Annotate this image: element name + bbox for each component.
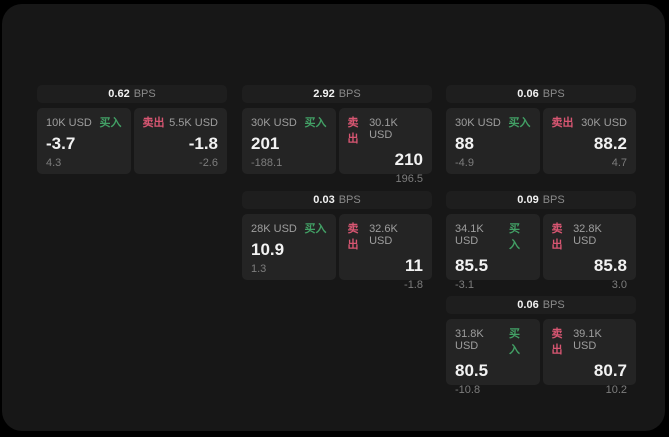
sell-sub-value: 196.5: [395, 173, 423, 185]
buy-side-label: 买入: [99, 117, 122, 129]
sell-side-label: 卖出: [142, 117, 165, 129]
sell-price: 210: [394, 150, 423, 169]
buy-side-label: 买入: [508, 223, 520, 251]
quote-panels: 10K USD 买入 -3.7 4.3 卖出 5.5K USD -1.8 -2.…: [37, 108, 227, 174]
spread-unit: BPS: [133, 88, 156, 100]
quote-card: 2.92 BPS 30K USD 买入 201 -188.1 卖出 30.1K …: [242, 85, 432, 185]
sell-side-label: 卖出: [347, 223, 359, 251]
quote-card: 0.06 BPS 31.8K USD 买入 80.5 -10.8 卖出 39.1…: [446, 296, 636, 396]
buy-tile[interactable]: 28K USD 买入 10.9 1.3: [242, 214, 336, 280]
spread-header: 0.62 BPS: [37, 85, 227, 103]
spread-header: 0.06 BPS: [446, 85, 636, 103]
sell-side-label: 卖出: [347, 117, 359, 145]
buy-notional: 10K USD: [46, 117, 92, 129]
spread-value: 0.03: [313, 194, 335, 206]
quote-card: 0.09 BPS 34.1K USD 买入 85.5 -3.1 卖出 32.8K…: [446, 191, 636, 291]
quote-panels: 31.8K USD 买入 80.5 -10.8 卖出 39.1K USD 80.…: [446, 319, 636, 396]
buy-price: 85.5: [455, 256, 489, 275]
buy-sub-value: -10.8: [455, 384, 481, 396]
quote-card: 0.62 BPS 10K USD 买入 -3.7 4.3 卖出 5.5K USD…: [37, 85, 227, 174]
quote-card: 0.06 BPS 30K USD 买入 88 -4.9 卖出 30K USD 8…: [446, 85, 636, 174]
buy-price: -3.7: [46, 134, 76, 153]
spread-value: 2.92: [313, 88, 335, 100]
buy-price: 10.9: [251, 240, 285, 259]
quote-card: 0.03 BPS 28K USD 买入 10.9 1.3 卖出 32.6K US…: [242, 191, 432, 291]
sell-notional: 32.6K USD: [369, 223, 398, 247]
buy-tile[interactable]: 30K USD 买入 88 -4.9: [446, 108, 540, 174]
sell-side-label: 卖出: [551, 328, 563, 356]
spread-unit: BPS: [542, 194, 565, 206]
sell-tile[interactable]: 卖出 30.1K USD 210 196.5: [338, 108, 432, 185]
sell-price: -1.8: [188, 134, 218, 153]
buy-notional: 28K USD: [251, 223, 297, 235]
buy-tile[interactable]: 10K USD 买入 -3.7 4.3: [37, 108, 131, 174]
sell-price: 88.2: [593, 134, 627, 153]
sell-sub-value: 3.0: [611, 279, 627, 291]
sell-notional: 39.1K USD: [573, 328, 602, 352]
buy-tile[interactable]: 30K USD 买入 201 -188.1: [242, 108, 336, 174]
sell-notional: 30.1K USD: [369, 117, 398, 141]
buy-sub-value: -4.9: [455, 157, 474, 169]
app-window: 0.62 BPS 10K USD 买入 -3.7 4.3 卖出 5.5K USD…: [2, 4, 665, 431]
spread-header: 0.06 BPS: [446, 296, 636, 314]
sell-tile[interactable]: 卖出 5.5K USD -1.8 -2.6: [133, 108, 227, 174]
buy-sub-value: 4.3: [46, 157, 62, 169]
sell-tile[interactable]: 卖出 39.1K USD 80.7 10.2: [542, 319, 636, 396]
sell-tile[interactable]: 卖出 30K USD 88.2 4.7: [542, 108, 636, 174]
buy-notional: 30K USD: [455, 117, 501, 129]
sell-price: 85.8: [593, 256, 627, 275]
quote-panels: 30K USD 买入 88 -4.9 卖出 30K USD 88.2 4.7: [446, 108, 636, 174]
sell-price: 80.7: [593, 361, 627, 380]
buy-side-label: 买入: [304, 223, 327, 235]
sell-price: 11: [405, 256, 423, 275]
sell-notional: 32.8K USD: [573, 223, 602, 247]
sell-sub-value: 4.7: [611, 157, 627, 169]
spread-value: 0.62: [108, 88, 130, 100]
buy-side-label: 买入: [508, 328, 520, 356]
sell-notional: 5.5K USD: [169, 117, 218, 129]
sell-notional: 30K USD: [581, 117, 627, 129]
spread-header: 0.03 BPS: [242, 191, 432, 209]
sell-side-label: 卖出: [551, 117, 574, 129]
spread-value: 0.06: [517, 88, 539, 100]
spread-unit: BPS: [542, 299, 565, 311]
buy-sub-value: -3.1: [455, 279, 474, 291]
quote-panels: 28K USD 买入 10.9 1.3 卖出 32.6K USD 11 -1.8: [242, 214, 432, 291]
buy-price: 80.5: [455, 361, 489, 380]
sell-tile[interactable]: 卖出 32.8K USD 85.8 3.0: [542, 214, 636, 291]
buy-side-label: 买入: [304, 117, 327, 129]
buy-tile[interactable]: 31.8K USD 买入 80.5 -10.8: [446, 319, 540, 396]
spread-header: 2.92 BPS: [242, 85, 432, 103]
sell-tile[interactable]: 卖出 32.6K USD 11 -1.8: [338, 214, 432, 291]
sell-sub-value: -1.8: [404, 279, 423, 291]
spread-unit: BPS: [338, 194, 361, 206]
sell-sub-value: -2.6: [199, 157, 218, 169]
buy-notional: 31.8K USD: [455, 328, 484, 352]
buy-notional: 30K USD: [251, 117, 297, 129]
sell-sub-value: 10.2: [605, 384, 627, 396]
buy-tile[interactable]: 34.1K USD 买入 85.5 -3.1: [446, 214, 540, 291]
sell-side-label: 卖出: [551, 223, 563, 251]
buy-price: 201: [251, 134, 280, 153]
buy-sub-value: 1.3: [251, 263, 267, 275]
quote-panels: 30K USD 买入 201 -188.1 卖出 30.1K USD 210 1…: [242, 108, 432, 185]
spread-value: 0.06: [517, 299, 539, 311]
spread-unit: BPS: [338, 88, 361, 100]
buy-price: 88: [455, 134, 474, 153]
buy-sub-value: -188.1: [251, 157, 283, 169]
quote-panels: 34.1K USD 买入 85.5 -3.1 卖出 32.8K USD 85.8…: [446, 214, 636, 291]
spread-header: 0.09 BPS: [446, 191, 636, 209]
buy-notional: 34.1K USD: [455, 223, 484, 247]
spread-value: 0.09: [517, 194, 539, 206]
spread-unit: BPS: [542, 88, 565, 100]
buy-side-label: 买入: [508, 117, 531, 129]
